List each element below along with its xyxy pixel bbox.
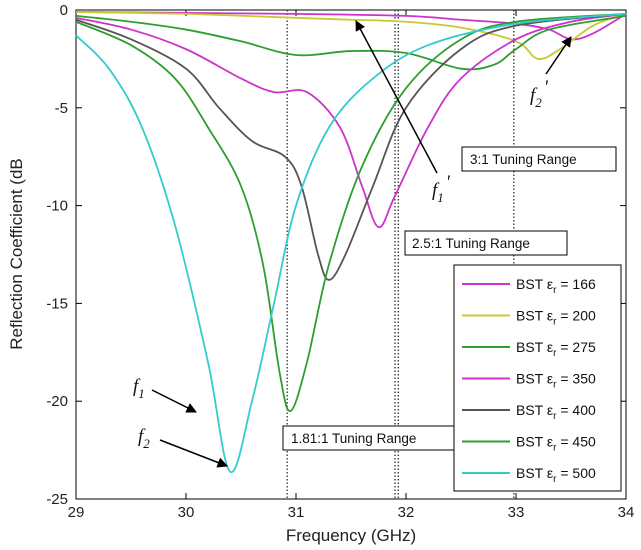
svg-text:f1': f1' xyxy=(432,172,451,205)
x-tick-label: 31 xyxy=(288,504,305,521)
y-tick-label: -25 xyxy=(46,491,68,508)
y-tick-label: 0 xyxy=(60,2,68,19)
f1-prime-label: f1' xyxy=(432,172,451,205)
svg-text:3:1 Tuning Range: 3:1 Tuning Range xyxy=(470,152,577,167)
svg-text:f2: f2 xyxy=(138,426,150,451)
y-axis-label: Reflection Coefficient (dB xyxy=(7,158,26,350)
svg-text:2.5:1 Tuning Range: 2.5:1 Tuning Range xyxy=(412,236,530,251)
annotation-range-3: 3:1 Tuning Range xyxy=(462,147,616,171)
x-axis-label: Frequency (GHz) xyxy=(286,526,416,545)
x-tick-label: 34 xyxy=(618,504,635,521)
annotation-range-1: 1.81:1 Tuning Range xyxy=(283,426,463,450)
x-tick-label: 33 xyxy=(508,504,525,521)
f2-label: f2 xyxy=(138,426,150,451)
y-tick-label: -15 xyxy=(46,295,68,312)
f1-arrow xyxy=(152,390,196,412)
f2-prime-label: f2' xyxy=(530,77,549,110)
series-line-2 xyxy=(76,16,626,69)
x-tick-label: 32 xyxy=(398,504,415,521)
f1-label: f1 xyxy=(133,376,145,401)
svg-text:f1: f1 xyxy=(133,376,145,401)
annotation-range-2: 2.5:1 Tuning Range xyxy=(405,231,567,255)
svg-text:f2': f2' xyxy=(530,77,549,110)
svg-text:1.81:1 Tuning Range: 1.81:1 Tuning Range xyxy=(291,431,416,446)
x-tick-label: 30 xyxy=(178,504,195,521)
y-tick-label: -5 xyxy=(55,100,68,117)
y-tick-label: -20 xyxy=(46,393,68,410)
f1-prime-arrow xyxy=(356,21,437,173)
x-tick-label: 29 xyxy=(68,504,85,521)
y-tick-label: -10 xyxy=(46,198,68,215)
f2-arrow xyxy=(160,440,227,466)
